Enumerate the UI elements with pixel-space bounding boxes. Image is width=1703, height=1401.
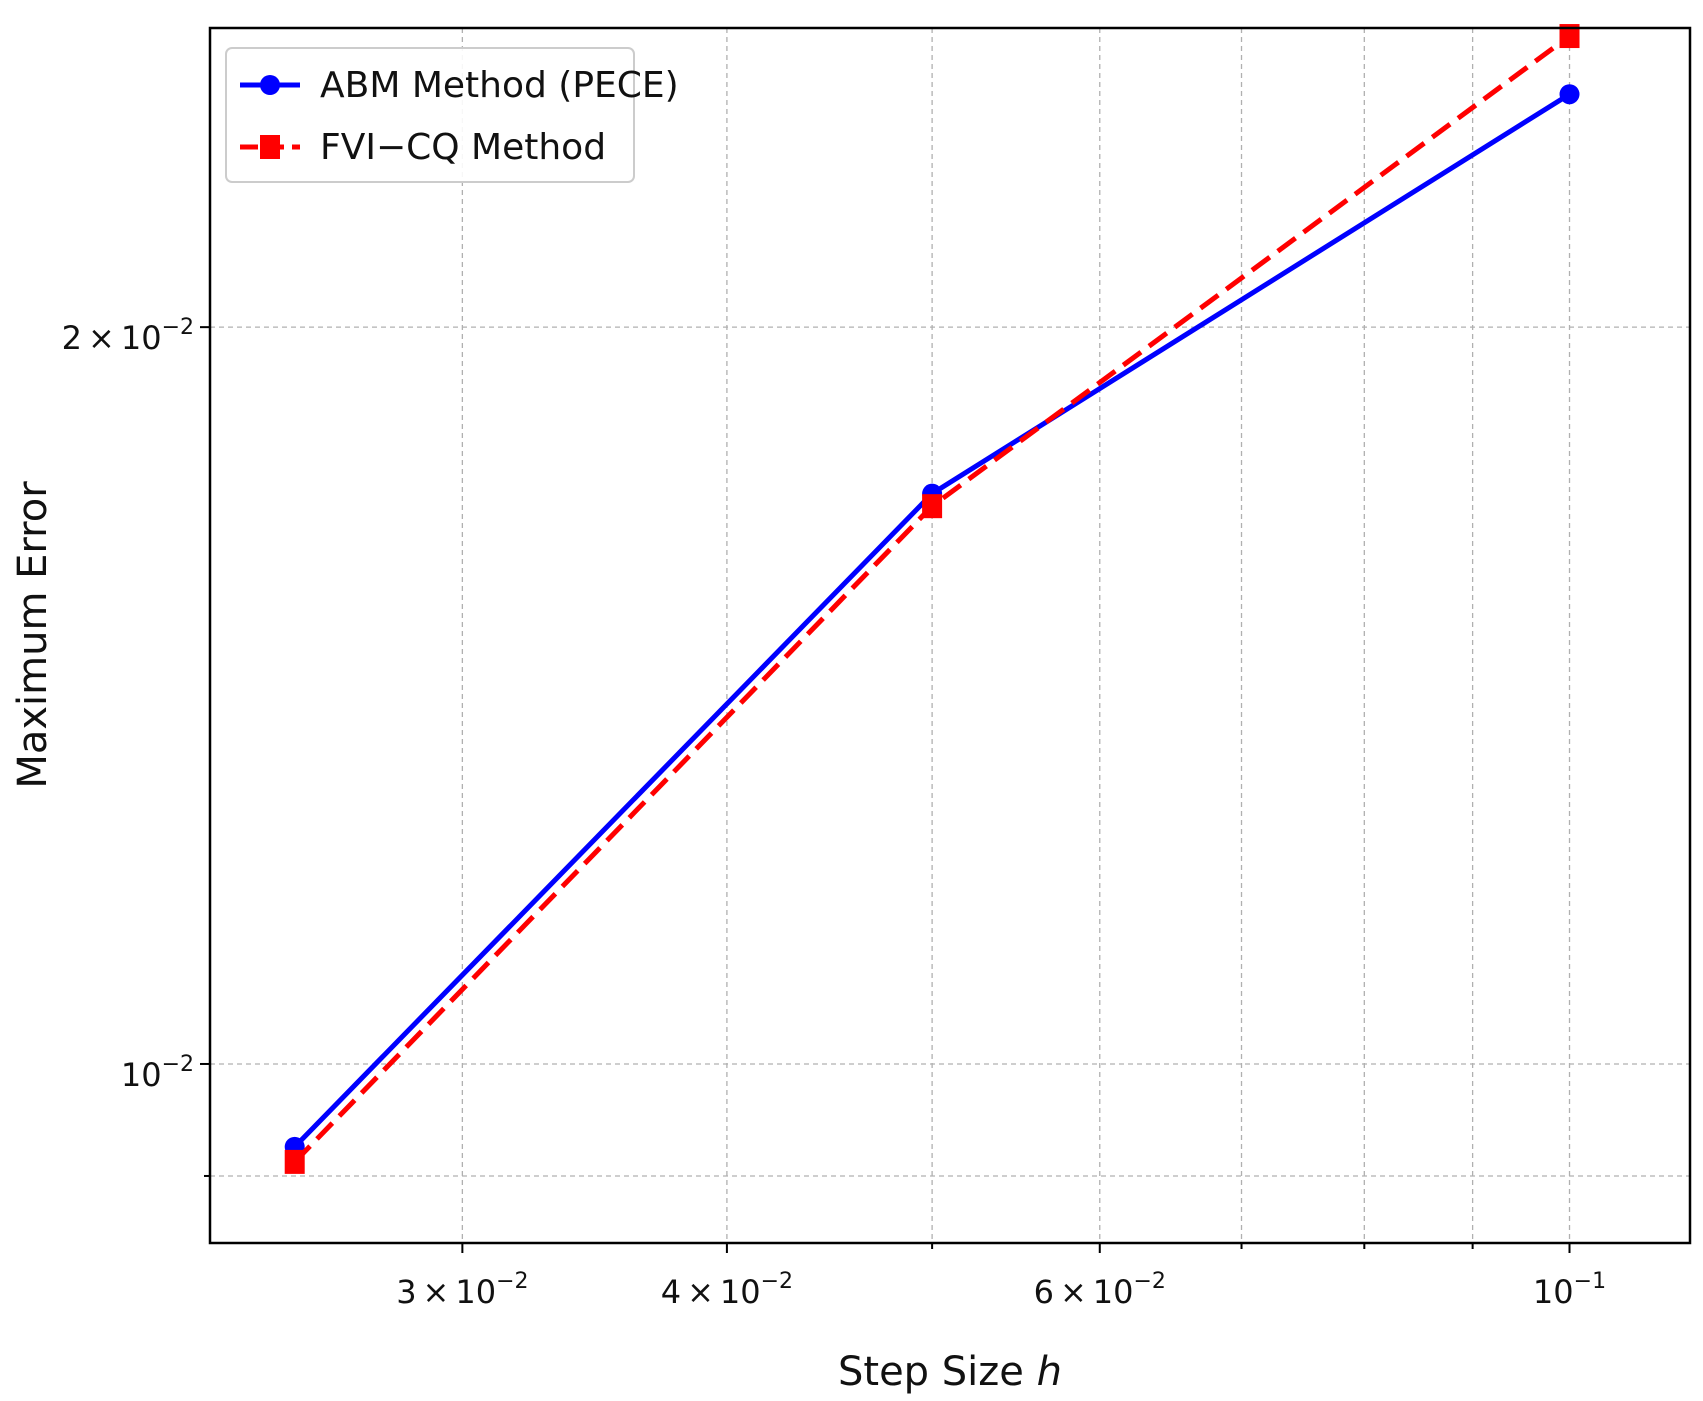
tick-exponent: −2 xyxy=(162,315,194,340)
axis-ticks: 3 × 10−2 4 × 10−2 6 × 10−2 10−110−22 × 10−2 xyxy=(62,315,1606,1311)
legend-box xyxy=(225,47,635,183)
tick-base: 10 xyxy=(720,1273,761,1311)
series-2-point xyxy=(284,1149,305,1174)
tick-times: × xyxy=(423,1273,450,1311)
tick-exponent: −2 xyxy=(1133,1269,1165,1294)
y-tick-label: 2 × 10−2 xyxy=(62,315,194,357)
tick-base: 10 xyxy=(121,319,162,357)
grid xyxy=(210,28,1690,1243)
x-tick-label: 6 × 10−2 xyxy=(1034,1269,1166,1311)
legend-label-1: ABM Method (PECE) xyxy=(320,65,679,106)
series-2-point xyxy=(1559,24,1580,49)
tick-exponent: −2 xyxy=(761,1269,793,1294)
tick-base: 10 xyxy=(1093,1273,1134,1311)
x-axis-variable: h xyxy=(1037,1349,1062,1395)
x-tick-label: 3 × 10−2 xyxy=(396,1269,528,1311)
x-axis-label: Step Size h xyxy=(838,1349,1062,1395)
tick-base: 10 xyxy=(1533,1273,1574,1311)
axis-labels: Step Size h Maximum Error xyxy=(10,481,1062,1395)
y-axis-label: Maximum Error xyxy=(10,481,56,789)
tick-times: × xyxy=(88,319,115,357)
tick-exponent: −2 xyxy=(162,1052,194,1077)
x-tick-label: 4 × 10−2 xyxy=(661,1269,793,1311)
tick-exponent: −2 xyxy=(496,1269,528,1294)
tick-base: 10 xyxy=(455,1273,496,1311)
tick-times: × xyxy=(687,1273,714,1311)
x-tick-label: 10−1 xyxy=(1533,1269,1606,1311)
series-2-point xyxy=(922,494,943,519)
tick-mantissa: 2 xyxy=(62,319,82,357)
legend-label-2: FVI−CQ Method xyxy=(320,127,606,168)
tick-mantissa: 3 xyxy=(396,1273,416,1311)
tick-times: × xyxy=(1060,1273,1087,1311)
series-lines xyxy=(284,24,1580,1174)
legend-marker-1 xyxy=(260,75,280,95)
legend-marker-2 xyxy=(260,135,280,159)
tick-exponent: −1 xyxy=(1574,1269,1606,1294)
y-tick-label: 10−2 xyxy=(121,1052,194,1094)
tick-base: 10 xyxy=(121,1056,162,1094)
series-1-point xyxy=(1559,84,1580,105)
legend: ABM Method (PECE) FVI−CQ Method xyxy=(225,47,679,183)
tick-mantissa: 4 xyxy=(661,1273,681,1311)
plot-frame xyxy=(208,26,1692,1245)
tick-mantissa: 6 xyxy=(1034,1273,1054,1311)
